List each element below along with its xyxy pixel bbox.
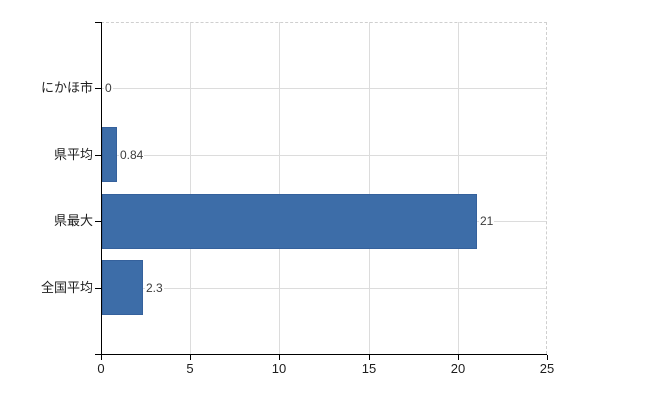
category-label: にかほ市 bbox=[40, 80, 93, 95]
y-axis-tick bbox=[95, 288, 101, 289]
y-axis-line bbox=[101, 22, 102, 354]
bar-value-label: 2.3 bbox=[145, 281, 164, 295]
gridline-horizontal bbox=[101, 155, 547, 156]
y-axis-tick bbox=[95, 22, 101, 23]
x-tick-label: 5 bbox=[186, 361, 194, 376]
x-axis-tick bbox=[190, 355, 191, 360]
x-tick-label: 20 bbox=[450, 361, 466, 376]
x-axis-line bbox=[95, 354, 547, 355]
gridline-vertical bbox=[279, 22, 280, 354]
x-tick-label: 25 bbox=[539, 361, 555, 376]
bar bbox=[102, 127, 117, 182]
x-axis-tick bbox=[279, 355, 280, 360]
bar-value-label: 0 bbox=[104, 81, 113, 95]
y-axis-tick bbox=[95, 221, 101, 222]
category-label: 県平均 bbox=[53, 147, 93, 162]
gridline-vertical bbox=[458, 22, 459, 354]
bar-value-label: 0.84 bbox=[119, 148, 145, 162]
gridline-vertical bbox=[369, 22, 370, 354]
x-axis-tick bbox=[547, 355, 548, 360]
bar bbox=[102, 260, 143, 315]
plot-area bbox=[101, 22, 547, 354]
x-axis-tick bbox=[101, 355, 102, 360]
gridline-horizontal bbox=[101, 288, 547, 289]
x-tick-label: 0 bbox=[97, 361, 105, 376]
gridline-horizontal bbox=[101, 88, 547, 89]
gridline-vertical bbox=[190, 22, 191, 354]
x-axis-tick bbox=[458, 355, 459, 360]
bar bbox=[102, 194, 477, 249]
category-label: 県最大 bbox=[53, 213, 93, 228]
y-axis-tick bbox=[95, 155, 101, 156]
y-axis-tick bbox=[95, 88, 101, 89]
x-tick-label: 15 bbox=[361, 361, 377, 376]
bar-value-label: 21 bbox=[479, 214, 495, 228]
x-axis-tick bbox=[369, 355, 370, 360]
x-tick-label: 10 bbox=[271, 361, 287, 376]
category-label: 全国平均 bbox=[40, 280, 93, 295]
